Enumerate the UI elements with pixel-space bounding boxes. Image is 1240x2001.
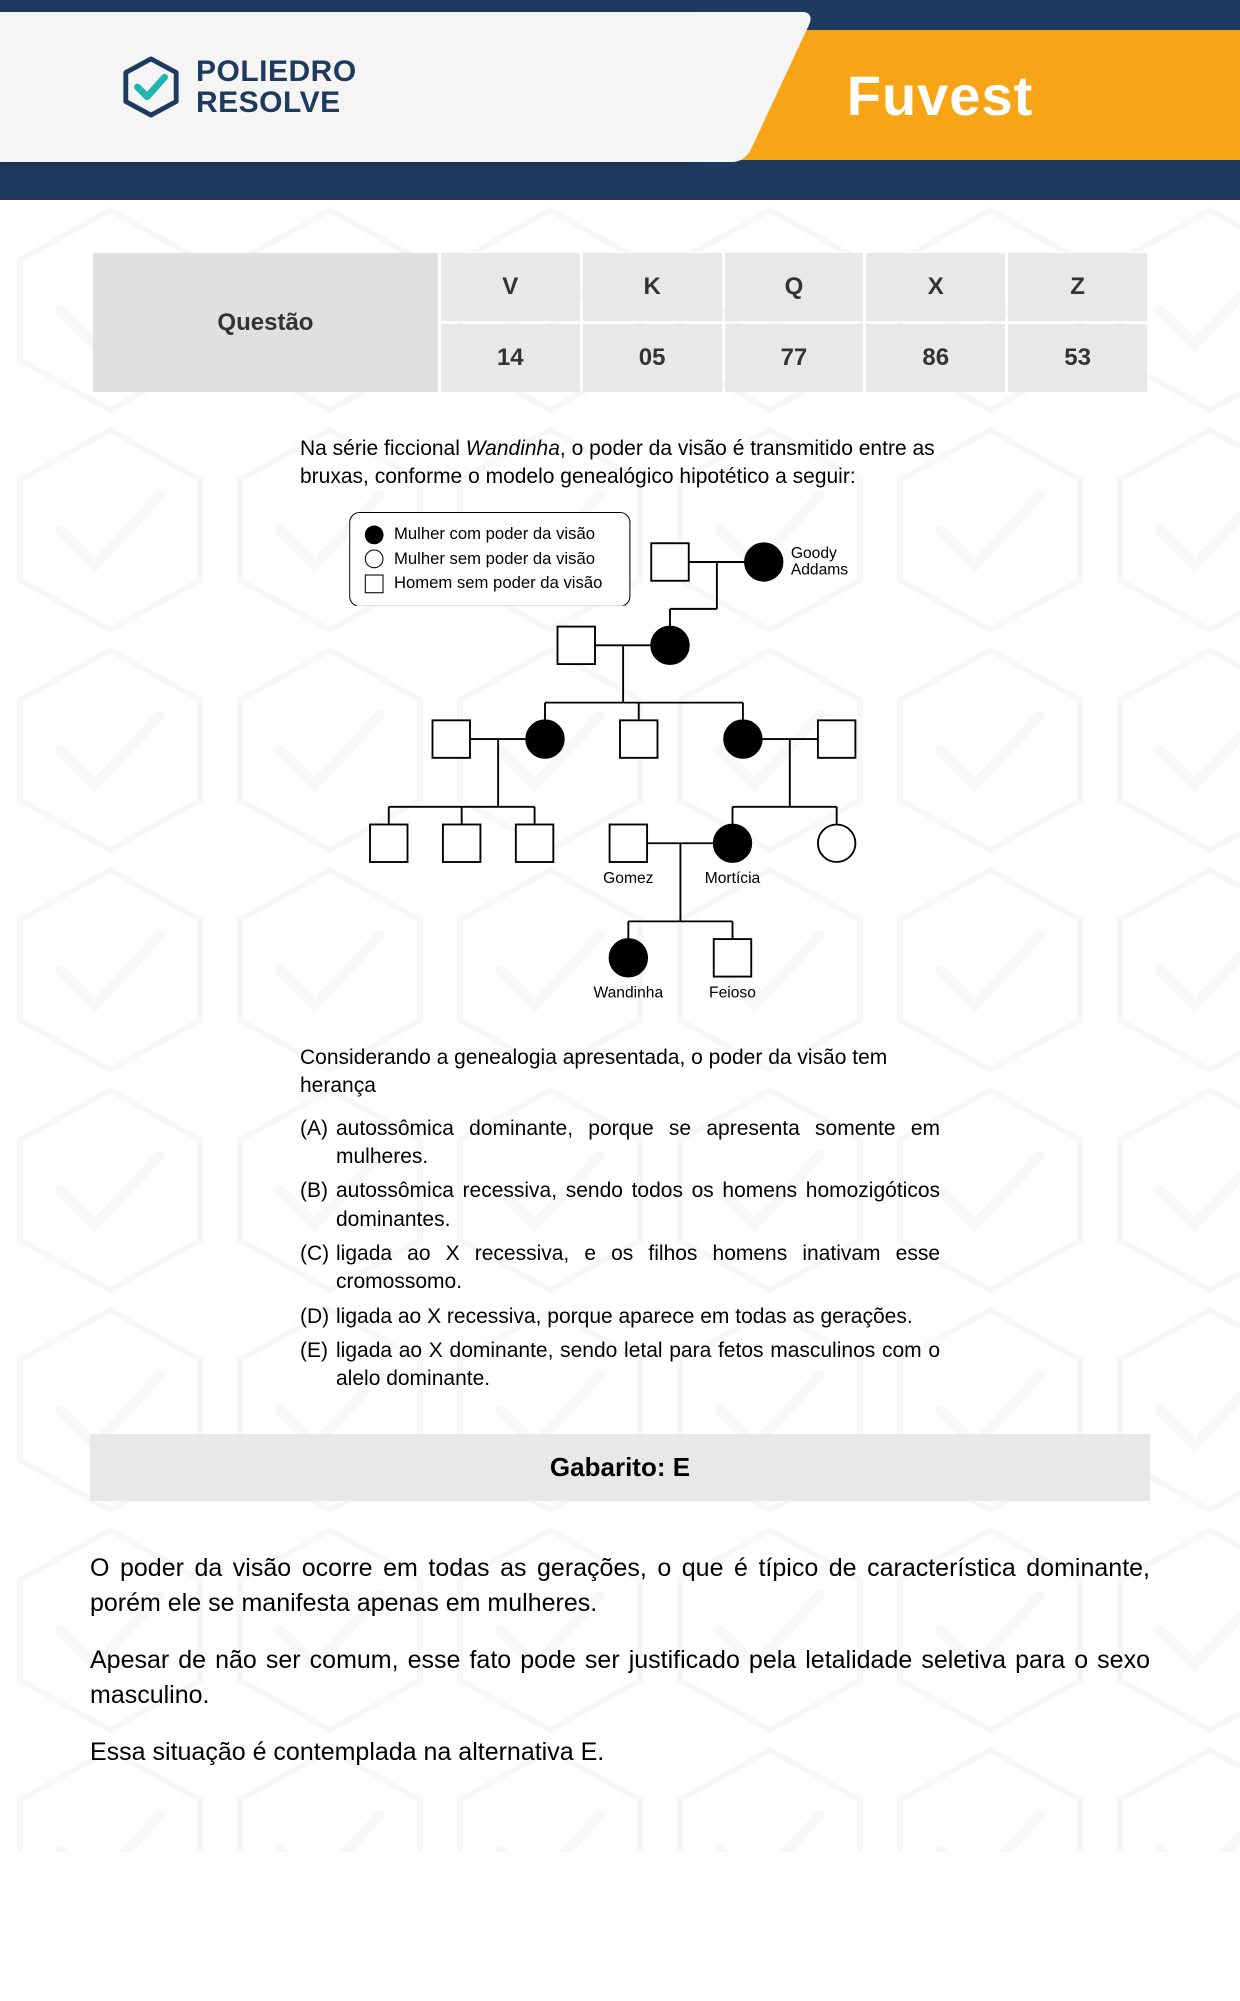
table-rowhead: Questão <box>93 253 438 392</box>
table-col-header: K <box>583 253 722 321</box>
table-cell: 05 <box>583 324 722 392</box>
table-cell: 53 <box>1008 324 1147 392</box>
option-e: (E)ligada ao X dominante, sendo letal pa… <box>300 1337 940 1394</box>
option-text: ligada ao X recessiva, porque aparece em… <box>336 1303 940 1331</box>
empty-square-icon <box>365 574 384 593</box>
table-cell: 86 <box>866 324 1005 392</box>
option-text: autossômica recessiva, sendo todos os ho… <box>336 1177 940 1234</box>
filled-circle-icon <box>365 525 384 544</box>
legend-row: Mulher com poder da visão <box>365 523 615 545</box>
brand-text: POLIEDRO RESOLVE <box>196 56 357 119</box>
explanation-p2: Apesar de não ser comum, esse fato pode … <box>90 1643 1150 1713</box>
option-text: ligada ao X dominante, sendo letal para … <box>336 1337 940 1394</box>
options-list: (A)autossômica dominante, porque se apre… <box>300 1115 940 1394</box>
question-number-table: Questão V K Q X Z 14 05 77 86 53 <box>90 250 1150 395</box>
svg-text:GoodyAddams: GoodyAddams <box>791 545 848 579</box>
option-label: (B) <box>300 1177 330 1234</box>
brand-line2: RESOLVE <box>196 87 357 119</box>
empty-circle-icon <box>365 550 384 569</box>
page-content: Questão V K Q X Z 14 05 77 86 53 Na séri… <box>0 200 1240 1852</box>
explanation-p3: Essa situação é contemplada na alternati… <box>90 1735 1150 1770</box>
legend-row: Mulher sem poder da visão <box>365 548 615 570</box>
svg-text:Gomez: Gomez <box>603 870 654 887</box>
pedigree-svg: Mulher com poder da visão Mulher sem pod… <box>340 512 900 1012</box>
option-d: (D)ligada ao X recessiva, porque aparece… <box>300 1303 940 1331</box>
table-cell: 14 <box>441 324 580 392</box>
table-col-header: V <box>441 253 580 321</box>
option-a: (A)autossômica dominante, porque se apre… <box>300 1115 940 1172</box>
header-brand-banner: POLIEDRO RESOLVE <box>0 12 700 162</box>
brand-line1: POLIEDRO <box>196 56 357 88</box>
table-col-header: Z <box>1008 253 1147 321</box>
answer-key-box: Gabarito: E <box>90 1434 1150 1501</box>
table-col-header: X <box>866 253 1005 321</box>
legend-text: Homem sem poder da visão <box>394 572 602 594</box>
svg-text:Feioso: Feioso <box>709 984 756 1001</box>
svg-text:Mortícia: Mortícia <box>705 870 761 887</box>
option-label: (C) <box>300 1240 330 1297</box>
explanation-p1: O poder da visão ocorre em todas as gera… <box>90 1551 1150 1621</box>
legend-text: Mulher sem poder da visão <box>394 548 595 570</box>
table-col-header: Q <box>725 253 864 321</box>
pedigree-legend: Mulher com poder da visão Mulher sem pod… <box>349 512 630 606</box>
table-cell: 77 <box>725 324 864 392</box>
legend-row: Homem sem poder da visão <box>365 572 615 594</box>
option-text: ligada ao X recessiva, e os filhos homen… <box>336 1240 940 1297</box>
question-intro: Na série ficcional Wandinha, o poder da … <box>300 435 940 492</box>
brand-logo: POLIEDRO RESOLVE <box>120 56 357 119</box>
pedigree-chart: Mulher com poder da visão Mulher sem pod… <box>340 512 900 1020</box>
check-hexagon-icon <box>120 56 182 118</box>
option-label: (D) <box>300 1303 330 1331</box>
svg-text:Wandinha: Wandinha <box>593 984 663 1001</box>
option-b: (B)autossômica recessiva, sendo todos os… <box>300 1177 940 1234</box>
option-text: autossômica dominante, porque se apresen… <box>336 1115 940 1172</box>
question-stem: Considerando a genealogia apresentada, o… <box>300 1044 940 1101</box>
legend-text: Mulher com poder da visão <box>394 523 595 545</box>
intro-italic: Wandinha <box>466 437 560 460</box>
page-header: Fuvest POLIEDRO RESOLVE <box>0 0 1240 200</box>
option-label: (E) <box>300 1337 330 1394</box>
intro-pre: Na série ficcional <box>300 437 466 460</box>
option-label: (A) <box>300 1115 330 1172</box>
option-c: (C)ligada ao X recessiva, e os filhos ho… <box>300 1240 940 1297</box>
exam-name: Fuvest <box>847 63 1034 128</box>
explanation: O poder da visão ocorre em todas as gera… <box>90 1551 1150 1770</box>
question-body: Na série ficcional Wandinha, o poder da … <box>300 435 940 1394</box>
